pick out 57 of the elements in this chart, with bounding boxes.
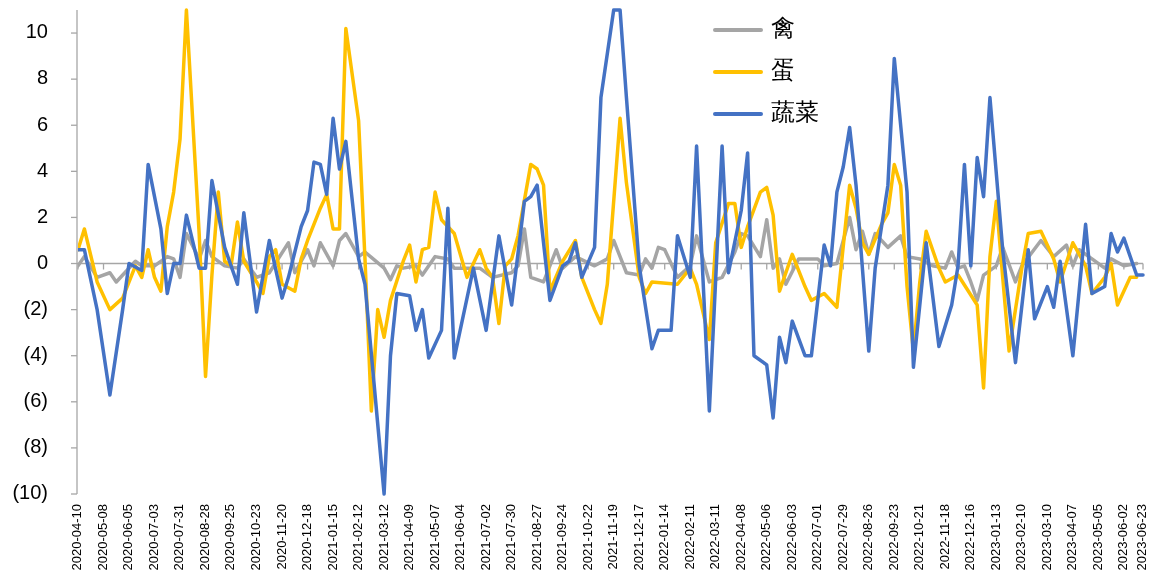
x-tick-label: 2022-12-16 <box>962 504 978 571</box>
x-tick-label: 2022-04-08 <box>732 504 748 571</box>
x-tick-label: 2020-09-25 <box>222 504 238 571</box>
x-tick-label: 2020-12-18 <box>299 504 315 571</box>
x-tick-label: 2020-04-10 <box>69 504 85 571</box>
x-tick-label: 2021-02-12 <box>350 504 366 571</box>
x-tick-label: 2022-02-11 <box>681 504 697 570</box>
legend-label: 禽 <box>771 14 795 42</box>
y-tick-label: (8) <box>23 435 48 458</box>
y-tick-label: (4) <box>23 343 48 365</box>
x-tick-label: 2023-02-10 <box>1013 504 1029 571</box>
x-tick-label: 2022-07-29 <box>834 504 850 571</box>
x-tick-label: 2022-08-26 <box>860 504 876 571</box>
x-tick-label: 2021-05-07 <box>426 504 442 571</box>
x-tick-label: 2022-07-01 <box>809 504 825 571</box>
x-tick-label: 2022-01-14 <box>656 504 672 571</box>
x-tick-label: 2023-05-05 <box>1089 504 1105 571</box>
x-tick-label: 2021-12-17 <box>630 504 646 571</box>
y-tick-label: 6 <box>36 112 48 135</box>
legend-label: 蛋 <box>771 56 795 84</box>
x-tick-label: 2021-08-27 <box>528 504 544 571</box>
y-tick-label: (10) <box>12 481 48 504</box>
legend-label: 蔬菜 <box>771 98 819 126</box>
x-tick-label: 2020-08-28 <box>196 504 212 571</box>
x-tick-label: 2022-09-23 <box>885 504 901 571</box>
x-tick-label: 2020-07-03 <box>145 504 161 571</box>
x-tick-label: 2022-11-18 <box>936 504 952 570</box>
x-tick-label: 2021-04-09 <box>401 504 417 571</box>
x-tick-label: 2021-09-24 <box>554 504 570 571</box>
y-tick-label: 0 <box>36 250 48 273</box>
x-tick-label: 2023-01-13 <box>987 504 1003 571</box>
y-tick-label: 2 <box>36 204 48 227</box>
x-tick-label: 2021-10-22 <box>579 504 595 571</box>
y-tick-label: 8 <box>36 66 48 89</box>
x-tick-label: 2022-03-11 <box>707 504 723 570</box>
x-tick-label: 2022-06-03 <box>783 504 799 571</box>
x-tick-label: 2023-04-07 <box>1064 504 1080 571</box>
y-tick-label: (2) <box>23 296 48 319</box>
x-tick-label: 2020-11-20 <box>273 504 289 570</box>
x-tick-label: 2023-06-02 <box>1115 504 1131 571</box>
x-tick-label: 2020-05-08 <box>94 504 110 571</box>
x-tick-label: 2023-06-23 <box>1134 504 1150 571</box>
x-tick-label: 2021-07-30 <box>503 504 519 571</box>
x-tick-label: 2020-07-31 <box>171 504 187 571</box>
x-tick-label: 2021-01-15 <box>324 504 340 571</box>
y-tick-label: (6) <box>23 389 48 412</box>
x-tick-label: 2020-10-23 <box>248 504 263 571</box>
x-tick-label: 2021-06-04 <box>452 504 468 571</box>
x-tick-label: 2020-06-05 <box>120 504 136 571</box>
x-tick-label: 2022-05-06 <box>758 504 774 571</box>
y-tick-label: 4 <box>36 158 48 181</box>
x-tick-label: 2021-07-02 <box>477 504 493 571</box>
x-tick-label: 2022-10-21 <box>911 504 927 571</box>
x-tick-label: 2021-11-19 <box>605 504 621 570</box>
x-tick-label: 2023-03-10 <box>1038 504 1054 571</box>
x-tick-label: 2021-03-12 <box>375 504 391 571</box>
y-tick-label: 10 <box>25 20 48 43</box>
